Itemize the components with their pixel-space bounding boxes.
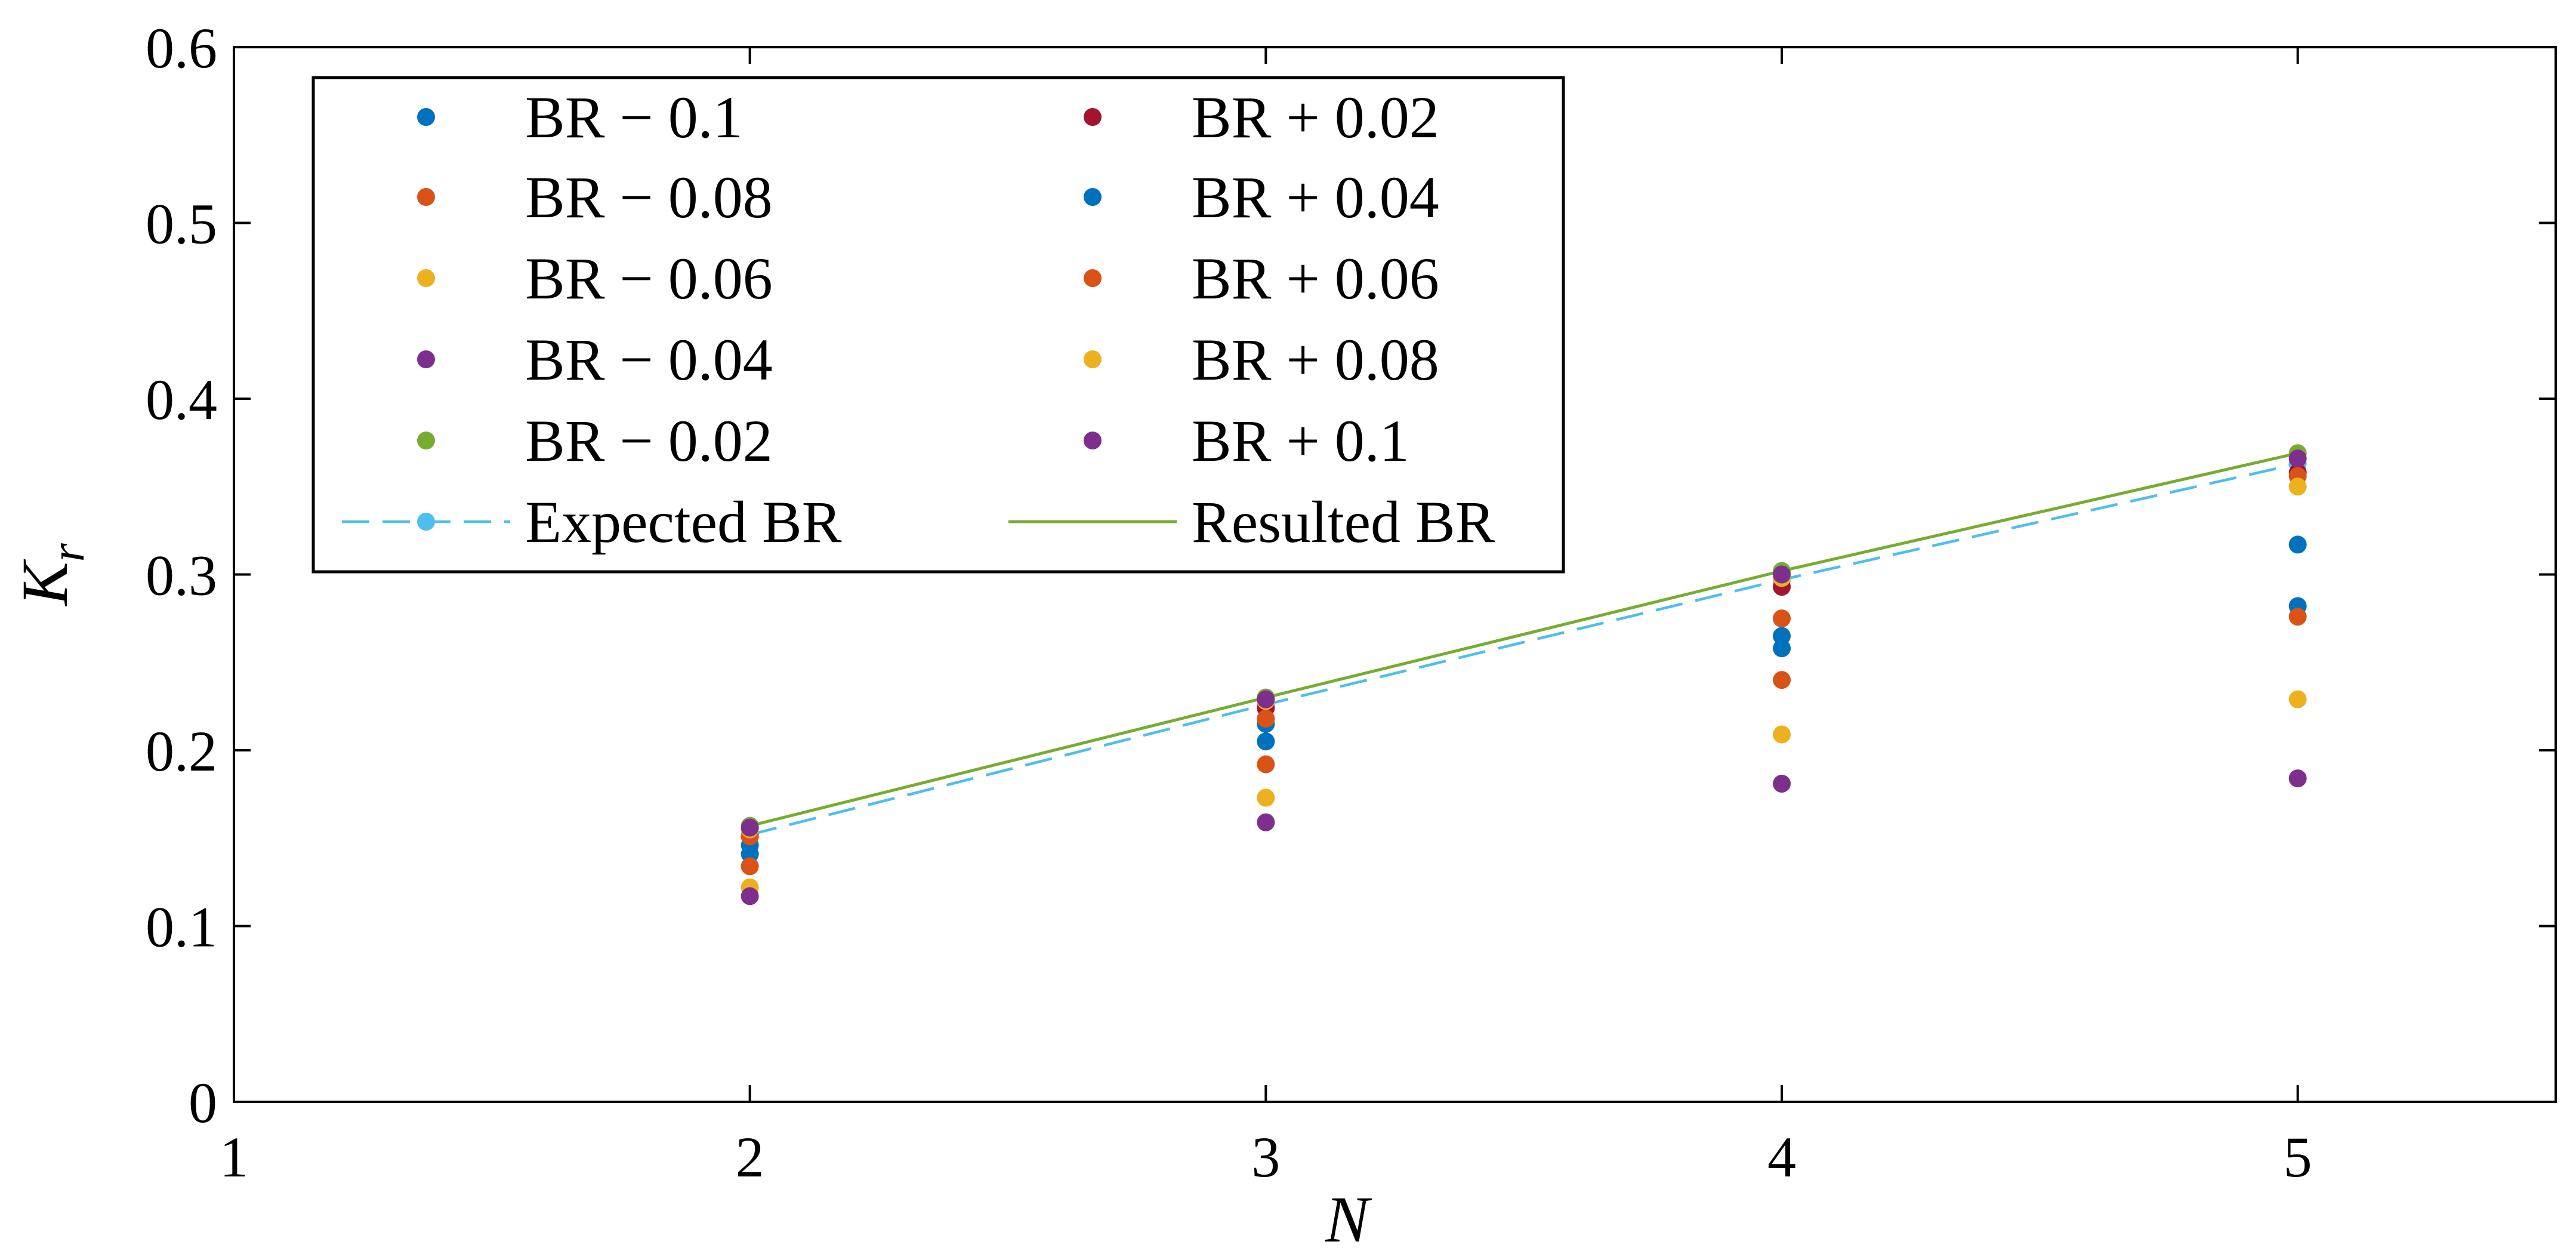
data-point-1-3 — [2288, 608, 2307, 626]
x-axis-label: N — [1325, 1183, 1372, 1256]
legend-marker — [1084, 432, 1102, 449]
legend-label-11: Resulted BR — [1192, 489, 1495, 555]
series-line-5 — [749, 462, 2299, 836]
y-tick-label: 0.4 — [146, 368, 217, 432]
data-point-3-3 — [2288, 769, 2307, 788]
y-tick-label: 0.3 — [146, 544, 217, 608]
legend-symbol-1 — [417, 188, 435, 206]
legend-symbol-3 — [417, 350, 435, 368]
legend-label-0: BR − 0.1 — [525, 84, 743, 150]
legend-symbol-7 — [1084, 188, 1102, 206]
legend-marker — [1084, 108, 1102, 126]
y-tick-label: 0.2 — [146, 719, 217, 783]
data-point-2-1 — [1257, 788, 1275, 807]
data-point-10-2 — [1773, 565, 1791, 584]
data-point-0-1 — [1257, 732, 1275, 751]
legend-label-2: BR − 0.06 — [525, 245, 773, 312]
legend-label-8: BR + 0.06 — [1192, 245, 1439, 312]
legend-marker — [1084, 188, 1102, 206]
legend-symbol-8 — [1084, 269, 1102, 287]
legend-symbol-6 — [1084, 108, 1102, 126]
legend-box — [311, 76, 1565, 574]
x-tick-label: 3 — [1251, 1125, 1280, 1189]
data-point-3-2 — [1773, 774, 1791, 793]
legend-marker — [1084, 350, 1102, 368]
legend-symbol-10 — [1084, 432, 1102, 449]
x-tick-label: 5 — [2284, 1125, 2312, 1189]
legend-marker — [417, 269, 435, 287]
legend-symbol-5 — [342, 513, 510, 531]
y-axis-label-subscript: r — [42, 543, 94, 562]
legend-label-10: BR + 0.1 — [1192, 408, 1409, 474]
data-point-3-1 — [1257, 813, 1275, 831]
data-point-1-2 — [1773, 671, 1791, 689]
data-point-2-2 — [1773, 725, 1791, 744]
data-point-2-3 — [2288, 690, 2307, 708]
legend-symbol-0 — [417, 108, 435, 126]
data-point-3-0 — [741, 887, 759, 905]
legend-label-1: BR − 0.08 — [525, 164, 773, 230]
legend-symbol-2 — [417, 269, 435, 287]
x-tick-label: 2 — [736, 1125, 764, 1189]
data-point-1-1 — [1257, 755, 1275, 774]
y-axis-label-main: K — [8, 559, 81, 607]
legend-marker — [417, 188, 435, 206]
data-point-10-1 — [1257, 690, 1275, 708]
legend-marker — [417, 350, 435, 368]
legend-marker — [1084, 269, 1102, 287]
legend-marker — [417, 432, 435, 449]
data-point-8-2 — [1773, 609, 1791, 628]
data-point-10-3 — [2288, 449, 2307, 468]
x-tick-label: 1 — [220, 1125, 248, 1189]
legend-symbol-9 — [1084, 350, 1102, 368]
y-tick-label: 0.6 — [146, 16, 217, 80]
legend-label-4: BR − 0.02 — [525, 408, 773, 474]
data-point-9-3 — [2288, 477, 2307, 496]
data-point-8-1 — [1257, 709, 1275, 728]
legend-label-6: BR + 0.02 — [1192, 84, 1439, 150]
y-tick-label: 0.1 — [146, 895, 217, 959]
legend-label-9: BR + 0.08 — [1192, 326, 1439, 393]
x-tick-label: 4 — [1767, 1125, 1796, 1189]
y-tick-label: 0.5 — [146, 192, 217, 256]
data-point-7-3 — [2288, 535, 2307, 554]
legend-label-7: BR + 0.04 — [1192, 164, 1439, 230]
legend-marker — [417, 108, 435, 126]
data-point-7-2 — [1773, 627, 1791, 645]
legend-marker — [417, 513, 435, 531]
legend-symbol-4 — [417, 432, 435, 449]
legend-label-3: BR − 0.04 — [525, 326, 773, 393]
data-point-0-2 — [1773, 639, 1791, 658]
y-axis-label: Kr — [8, 543, 94, 606]
data-point-10-0 — [741, 818, 759, 837]
data-point-1-0 — [741, 857, 759, 876]
legend-label-5: Expected BR — [525, 489, 842, 555]
series-line-11 — [749, 451, 2299, 828]
y-tick-label: 0 — [189, 1071, 217, 1135]
